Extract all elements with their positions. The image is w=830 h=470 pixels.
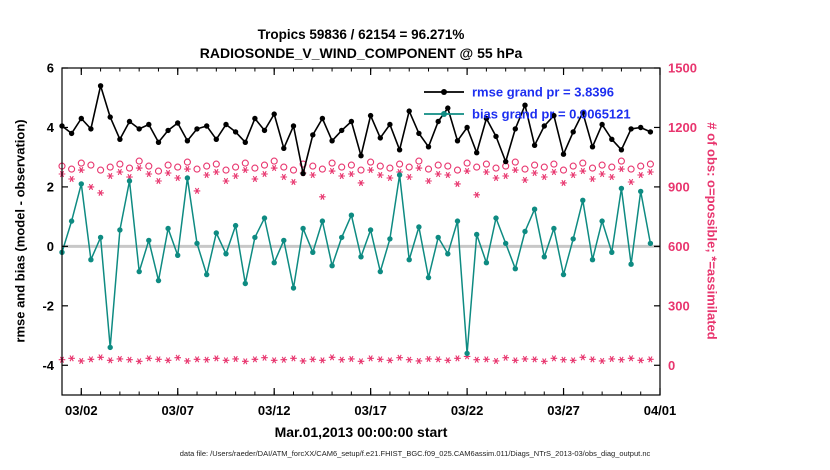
right-tick-label: 1200 — [668, 120, 697, 135]
left-tick-label: 6 — [47, 61, 54, 76]
x-tick-label: 03/27 — [547, 403, 580, 418]
bias-series — [59, 172, 654, 357]
left-tick-label: 2 — [47, 179, 54, 194]
right-tick-label: 1500 — [668, 61, 697, 76]
rmse-series — [59, 83, 654, 177]
left-tick-label: 0 — [47, 239, 54, 254]
legend: rmse grand pr = 3.8396 bias grand pr = 0.… — [424, 85, 631, 122]
chart-title-line1: Tropics 59836 / 62154 = 96.271% — [257, 27, 465, 42]
left-tick-label: -2 — [42, 298, 54, 313]
x-axis-label: Mar.01,2013 00:00:00 start — [274, 424, 448, 440]
right-tick-label: 600 — [668, 239, 690, 254]
legend-label: rmse grand pr = 3.8396 — [472, 85, 614, 100]
left-tick-label: 4 — [47, 120, 55, 135]
x-tick-label: 03/17 — [354, 403, 387, 418]
legend-label: bias grand pr = 0.0065121 — [472, 107, 631, 122]
right-tick-label: 900 — [668, 179, 690, 194]
x-tick-label: 03/07 — [161, 403, 194, 418]
x-tick-label: 03/22 — [451, 403, 484, 418]
assimilated-obs-markers — [58, 164, 654, 200]
x-tick-label: 03/12 — [258, 403, 291, 418]
x-tick-label: 04/01 — [644, 403, 677, 418]
x-tick-label: 03/02 — [65, 403, 98, 418]
chart-title-line2: RADIOSONDE_V_WIND_COMPONENT @ 55 hPa — [199, 45, 523, 61]
data-file-footnote: data file: /Users/raeder/DAI/ATM_forcXX/… — [179, 449, 651, 458]
possible-obs-markers — [58, 157, 654, 175]
left-tick-label: -4 — [42, 358, 54, 373]
right-tick-label: 300 — [668, 298, 690, 313]
right-tick-label: 0 — [668, 358, 675, 373]
bottom-row-obs-markers — [58, 353, 654, 365]
left-axis-label: rmse and bias (model - observation) — [12, 119, 28, 343]
axes: 6 4 2 0 -2 -4 1500 1200 900 600 300 0 03/02 03/07 03/1… — [42, 61, 696, 419]
right-axis-label: # of obs: o=possible; *=assimilated — [704, 122, 720, 340]
